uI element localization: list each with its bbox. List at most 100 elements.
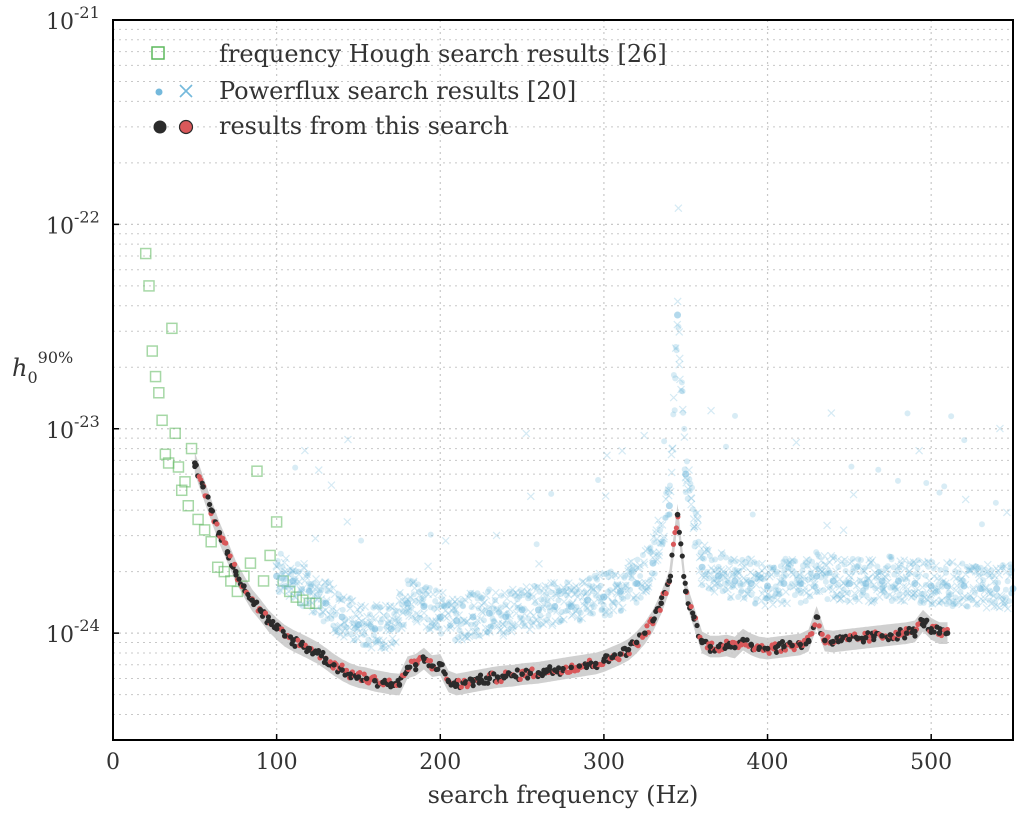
powerflux-cross [379,611,388,620]
powerflux-point [660,539,667,546]
powerflux-cross [388,634,397,643]
powerflux-point [872,585,879,592]
powerflux-point [780,597,787,604]
powerflux-cross [480,598,489,607]
powerflux-cross [311,534,320,543]
powerflux-cross [998,596,1007,605]
powerflux-cross [361,618,370,627]
powerflux-point [385,605,392,612]
powerflux-cross [412,609,421,618]
this-search-data-point [273,626,280,632]
this-search-point [295,637,301,643]
powerflux-point [966,594,973,601]
powerflux-cross [420,609,428,617]
this-search-point [819,631,825,637]
powerflux-cross [575,584,584,593]
powerflux-point [647,576,654,583]
powerflux-point [775,591,782,598]
this-search-point [672,529,678,536]
powerflux-point [687,480,694,487]
this-search-data-point [854,635,861,642]
powerflux-cross [719,567,728,576]
this-search-data-point [756,644,763,651]
powerflux-cross [336,630,345,639]
x-tick-label: 500 [910,750,952,775]
powerflux-cross [431,621,440,629]
powerflux-cross [639,587,647,596]
this-search-data-point [462,680,468,686]
powerflux-point [490,605,497,612]
powerflux-point [719,550,726,557]
powerflux-cross [659,534,668,543]
powerflux-point [537,612,544,619]
powerflux-cross [678,405,687,414]
this-search-point [860,639,867,645]
powerflux-cross [675,360,684,369]
powerflux-point [948,413,955,420]
powerflux-cross [392,607,401,616]
powerflux-cross [1005,572,1014,581]
powerflux-cross [533,582,542,591]
powerflux-cross [564,579,573,587]
powerflux-point [376,603,383,610]
powerflux-cross [433,604,442,613]
powerflux-point [992,579,999,586]
powerflux-point [752,571,759,578]
powerflux-point [664,512,671,519]
powerflux-cross [747,555,756,564]
powerflux-cross [339,593,348,602]
powerflux-cross [388,615,397,624]
powerflux-point [601,607,608,614]
powerflux-cross [657,538,666,547]
powerflux-cross [499,629,508,637]
powerflux-point [666,482,673,489]
this-search-data-point [535,669,542,676]
powerflux-cross [795,570,804,579]
powerflux-point [831,593,838,600]
powerflux-point [723,443,730,450]
powerflux-data-point [698,563,706,571]
powerflux-point [697,549,704,556]
legend: frequency Hough search results [26] Powe… [151,40,667,140]
powerflux-point [377,619,384,626]
powerflux-cross [539,600,548,609]
powerflux-cross [948,598,957,606]
powerflux-cross [460,632,469,641]
this-search-data-point [322,655,329,662]
powerflux-point [894,568,901,575]
powerflux-point [988,567,995,574]
powerflux-cross [902,574,911,583]
powerflux-point [922,581,929,588]
powerflux-data-point [714,572,722,580]
powerflux-point [733,570,740,577]
powerflux-point [675,323,682,330]
powerflux-cross [989,577,998,586]
powerflux-point [956,576,963,583]
powerflux-cross [381,644,389,653]
powerflux-point [410,591,417,598]
powerflux-point [724,579,731,586]
powerflux-point [891,571,898,578]
powerflux-point [445,599,452,606]
this-search-data-point [666,578,673,584]
hough-point [198,524,211,536]
powerflux-cross [726,592,735,601]
powerflux-cross [311,606,320,615]
powerflux-cross [336,621,345,630]
powerflux-point [841,561,848,568]
powerflux-cross [897,560,906,569]
powerflux-point [576,616,583,623]
this-search-point [514,667,520,673]
powerflux-cross [297,586,306,595]
powerflux-cross [353,605,362,614]
y-axis-title-base: h [12,354,27,382]
powerflux-point [557,617,564,624]
powerflux-point [379,640,386,647]
powerflux-cross [652,529,660,538]
powerflux-cross [953,581,961,590]
powerflux-point [453,610,460,617]
powerflux-point [683,458,690,465]
powerflux-point [316,589,323,596]
powerflux-point [1006,598,1013,605]
powerflux-point [814,551,821,558]
